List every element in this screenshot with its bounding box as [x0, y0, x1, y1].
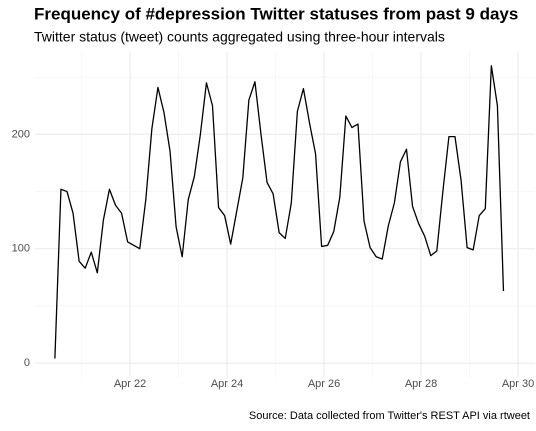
chart-subtitle: Twitter status (tweet) counts aggregated… [34, 29, 445, 45]
x-tick-label: Apr 24 [211, 378, 243, 390]
x-tick-label: Apr 30 [502, 378, 534, 390]
y-tick-label: 0 [24, 357, 30, 369]
x-tick-label: Apr 28 [405, 378, 437, 390]
x-tick-label: Apr 22 [114, 378, 146, 390]
line [54, 65, 505, 359]
y-tick-label: 200 [12, 128, 30, 140]
y-tick-label: 100 [12, 243, 30, 255]
x-tick-label: Apr 26 [308, 378, 340, 390]
chart-title: Frequency of #depression Twitter statuse… [34, 4, 518, 23]
chart-caption: Source: Data collected from Twitter's RE… [249, 410, 530, 422]
